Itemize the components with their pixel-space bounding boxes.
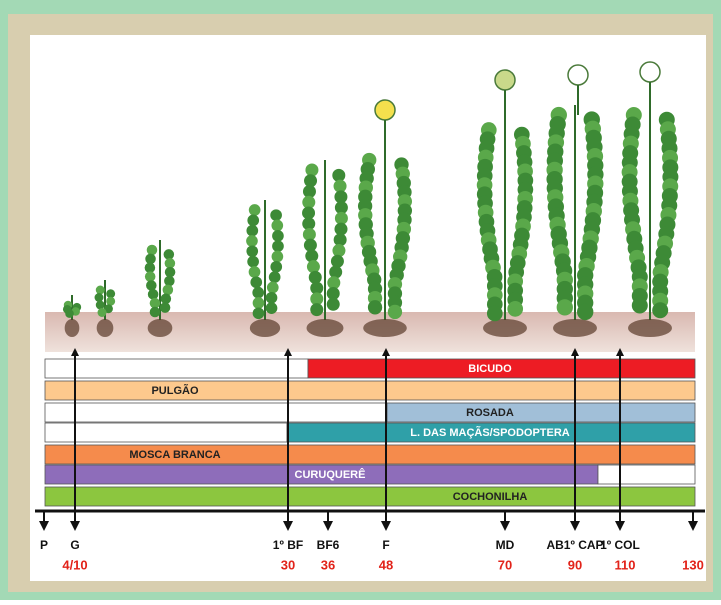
stage-label: P xyxy=(40,538,48,552)
roots xyxy=(483,319,527,337)
leaf xyxy=(557,299,573,315)
leaf xyxy=(96,286,105,295)
roots xyxy=(363,319,407,337)
roots xyxy=(628,319,672,337)
leaf xyxy=(160,302,171,313)
pest-bar xyxy=(598,465,695,484)
leaf xyxy=(267,282,279,294)
leaf xyxy=(272,251,284,263)
leaf xyxy=(147,245,158,256)
leaf xyxy=(150,307,161,318)
pest-bar xyxy=(45,403,387,422)
pest-bar xyxy=(45,381,695,400)
stage-label: F xyxy=(382,538,389,552)
leaf xyxy=(247,214,259,226)
leaf xyxy=(95,293,104,302)
leaf xyxy=(246,225,258,237)
leaf xyxy=(487,306,503,322)
pest-bar xyxy=(387,403,695,422)
stage-label: G xyxy=(70,538,79,552)
leaf xyxy=(249,266,261,278)
pest-label: BICUDO xyxy=(468,363,512,375)
leaf xyxy=(246,235,258,247)
pest-bars: BICUDO PULGÃO ROSADA L. DAS MAÇÃS/SPODOPTER… xyxy=(45,359,695,506)
roots xyxy=(148,319,173,337)
stage-day: 130 xyxy=(682,557,704,572)
stage-day: 30 xyxy=(281,557,295,572)
stage-day: 110 xyxy=(615,557,636,572)
leaf xyxy=(252,287,264,299)
leaf xyxy=(106,297,115,306)
leaf xyxy=(249,204,261,216)
flower xyxy=(568,65,588,85)
leaf xyxy=(145,271,156,282)
pest-label: CURUQUERÊ xyxy=(295,468,366,481)
leaf xyxy=(246,245,258,257)
stage-label: 1º COL xyxy=(600,538,640,552)
roots xyxy=(65,319,80,337)
leaf xyxy=(164,276,175,287)
pest-label: COCHONILHA xyxy=(453,491,528,503)
flower xyxy=(375,100,395,120)
stage-label: AB1º CAP xyxy=(546,538,603,552)
leaf xyxy=(270,261,282,273)
leaf xyxy=(164,249,175,260)
leaf xyxy=(652,302,668,318)
roots xyxy=(250,319,280,337)
leaf xyxy=(270,209,282,221)
leaf xyxy=(368,300,382,314)
roots xyxy=(97,319,114,337)
flower xyxy=(495,70,515,90)
leaf xyxy=(65,309,74,318)
roots xyxy=(553,319,597,337)
leaf xyxy=(247,256,259,268)
stage-day: 36 xyxy=(321,557,335,572)
roots xyxy=(307,319,344,337)
pest-label: MOSCA BRANCA xyxy=(129,449,220,461)
stage-day: 70 xyxy=(498,557,512,572)
flower xyxy=(640,62,660,82)
leaf xyxy=(272,230,284,242)
stage-label: MD xyxy=(496,538,515,552)
stage-day: 4/10 xyxy=(62,557,87,572)
leaf xyxy=(148,289,159,300)
stage-label: BF6 xyxy=(317,538,340,552)
pest-label: ROSADA xyxy=(466,407,514,419)
leaf xyxy=(163,285,174,296)
leaf xyxy=(146,280,157,291)
leaf xyxy=(327,298,340,311)
leaf xyxy=(577,304,593,320)
pest-bar xyxy=(45,487,695,506)
leaf xyxy=(632,297,648,313)
leaf xyxy=(266,292,278,304)
pest-label: PULGÃO xyxy=(151,384,199,397)
pest-bar xyxy=(45,423,287,442)
stage-day: 90 xyxy=(568,557,582,572)
pest-label: L. DAS MAÇÃS/SPODOPTERA xyxy=(410,426,570,439)
leaf xyxy=(272,240,284,252)
stage-label: 1º BF xyxy=(273,538,303,552)
stage-day: 48 xyxy=(379,557,393,572)
pest-bar xyxy=(45,359,308,378)
diagram: BICUDO PULGÃO ROSADA L. DAS MAÇÃS/SPODOPTER… xyxy=(0,0,721,600)
leaf xyxy=(507,301,523,317)
leaf xyxy=(266,302,278,314)
leaf xyxy=(388,305,402,319)
leaf xyxy=(250,276,262,288)
leaf xyxy=(253,307,265,319)
leaf xyxy=(271,220,283,232)
leaf xyxy=(98,308,107,317)
leaf xyxy=(253,297,265,309)
leaf xyxy=(310,303,323,316)
leaf xyxy=(96,301,105,310)
leaf xyxy=(269,271,281,283)
